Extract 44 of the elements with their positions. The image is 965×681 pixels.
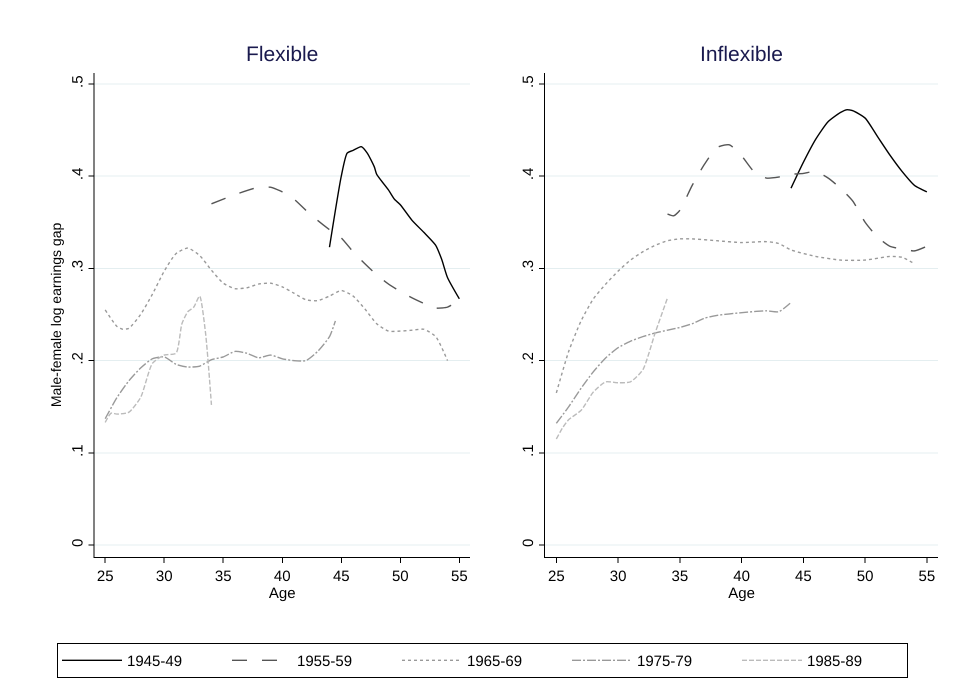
line-series (556, 302, 792, 424)
line-series (104, 247, 448, 362)
y-tick-label: .2 (70, 352, 87, 365)
y-tick-label: 0 (520, 538, 538, 547)
chart-title: Flexible (246, 43, 318, 66)
line-series (328, 146, 460, 300)
x-axis-title: Age (268, 585, 296, 602)
y-tick-label: .1 (520, 444, 538, 457)
line-series (790, 109, 928, 193)
legend-label: 1965-69 (467, 653, 522, 670)
x-tick-label: 30 (156, 568, 173, 586)
line-series (104, 295, 212, 424)
x-axis-title: Age (728, 585, 755, 602)
line-series (104, 320, 336, 420)
y-tick-label: 0 (70, 538, 87, 547)
x-tick-label: 55 (450, 568, 468, 586)
y-axis-title: Male-female log earnings gap (48, 222, 64, 408)
legend-label: 1955-59 (297, 653, 352, 670)
x-tick-label: 40 (274, 568, 291, 586)
chart-title: Inflexible (700, 43, 783, 66)
y-tick-label: .3 (70, 260, 87, 272)
y-tick-label: .2 (520, 352, 538, 365)
x-tick-label: 25 (548, 568, 565, 586)
x-tick-label: 40 (733, 568, 750, 586)
x-tick-label: 50 (856, 568, 874, 586)
y-tick-label: .3 (520, 260, 538, 272)
legend-label: 1945-49 (127, 653, 182, 670)
line-series (556, 238, 916, 394)
legend-label: 1985-89 (807, 653, 862, 670)
x-tick-label: 30 (610, 568, 626, 586)
x-tick-label: 50 (392, 568, 409, 586)
line-series (556, 297, 668, 440)
x-tick-label: 55 (918, 568, 936, 586)
x-tick-label: 45 (332, 568, 350, 586)
y-tick-label: .5 (70, 75, 87, 88)
y-tick-label: .5 (520, 75, 538, 88)
x-tick-label: 45 (795, 568, 812, 586)
y-tick-label: .4 (70, 168, 87, 180)
y-tick-label: .1 (70, 444, 87, 457)
legend-label: 1975-79 (637, 653, 692, 670)
x-tick-label: 35 (214, 568, 232, 586)
y-tick-label: .4 (520, 168, 538, 180)
x-tick-label: 25 (96, 568, 114, 586)
x-tick-label: 35 (672, 568, 688, 586)
